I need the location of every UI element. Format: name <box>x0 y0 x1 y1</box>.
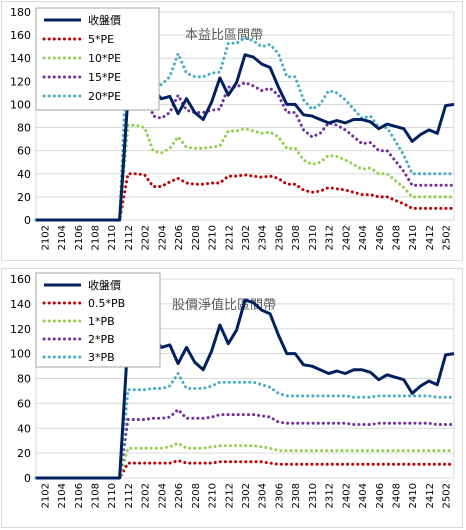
pb-y-tick-label: 160 <box>10 273 31 286</box>
pb-x-tick-label: 2204 <box>157 483 168 508</box>
pb-x-tick-label: 2408 <box>391 483 402 508</box>
pb-series-line-4 <box>34 372 456 480</box>
pe-x-tick-label: 2104 <box>57 225 68 250</box>
pe-legend-label-2: 10*PE <box>88 52 121 65</box>
pb-y-tick-label: 0 <box>24 472 31 485</box>
pb-band-chart: 0 20 40 60 80 100 120 140 160 2102 2104 2106 2108 211… <box>10 272 456 508</box>
pb-x-tick-label: 2210 <box>208 483 219 508</box>
pe-x-tick-label: 2106 <box>74 225 85 250</box>
pe-y-tick-label: 80 <box>17 122 31 135</box>
pb-legend-label-0: 收盤價 <box>88 278 121 292</box>
pb-x-tick-label: 2212 <box>224 483 235 508</box>
pe-x-tick-label: 2502 <box>442 225 453 250</box>
pb-y-tick-label: 80 <box>17 373 31 386</box>
pb-x-tick-label: 2404 <box>358 483 369 508</box>
pe-y-tick-label: 0 <box>24 214 31 227</box>
pe-x-tick-label: 2412 <box>425 225 436 250</box>
pe-band-chart-panel: 0 20 40 60 80 100 120 140 160 180 2102 2104 2106 2108… <box>1 1 463 261</box>
pb-x-tick-label: 2206 <box>174 483 185 508</box>
pb-legend-label-2: 1*PB <box>88 315 115 328</box>
pe-x-tick-label: 2410 <box>408 225 419 250</box>
pe-y-tick-label: 120 <box>10 75 31 88</box>
pb-x-tick-label: 2412 <box>425 483 436 508</box>
pe-x-tick-label: 2310 <box>308 225 319 250</box>
pb-x-tick-label: 2108 <box>91 483 102 508</box>
pb-x-tick-label: 2308 <box>291 483 302 508</box>
pb-x-tick-label: 2106 <box>74 483 85 508</box>
pb-x-tick-label: 2406 <box>375 483 386 508</box>
pe-x-tick-label: 2212 <box>224 225 235 250</box>
pe-x-tick-label: 2210 <box>208 225 219 250</box>
pe-x-tick-label: 2208 <box>191 225 202 250</box>
pe-legend-label-3: 15*PE <box>88 71 121 84</box>
pe-band-chart: 0 20 40 60 80 100 120 140 160 180 2102 2104 2106 2108… <box>10 6 456 250</box>
pe-x-tick-label: 2112 <box>124 225 135 250</box>
pb-x-tick-label: 2502 <box>442 483 453 508</box>
pb-y-tick-label: 120 <box>10 323 31 336</box>
pb-series-line-0 <box>36 298 455 480</box>
pe-y-tick-label: 180 <box>10 6 31 19</box>
pb-y-tick-label: 140 <box>10 298 31 311</box>
pe-series-line-2 <box>34 123 456 222</box>
pb-legend-label-1: 0.5*PB <box>88 297 125 310</box>
pe-x-tick-label: 2110 <box>107 225 118 250</box>
pe-x-tick-label: 2102 <box>40 225 51 250</box>
pb-x-tick-label: 2302 <box>241 483 252 508</box>
pe-series-line-0 <box>36 53 455 222</box>
pb-y-tick-label: 40 <box>17 422 31 435</box>
pb-legend-box <box>35 272 161 368</box>
pe-y-tick-label: 160 <box>10 29 31 42</box>
pb-x-tick-label: 2110 <box>107 483 118 508</box>
pb-legend-label-4: 3*PB <box>88 351 115 364</box>
pb-x-tick-label: 2410 <box>408 483 419 508</box>
pb-y-tick-label: 60 <box>17 397 31 410</box>
pe-x-tick-label: 2304 <box>258 225 269 250</box>
pe-legend-label-0: 收盤價 <box>88 13 121 27</box>
pb-legend-label-3: 2*PB <box>88 333 115 346</box>
pe-x-tick-label: 2306 <box>274 225 285 250</box>
pb-x-tick-label: 2312 <box>325 483 336 508</box>
pb-x-tick-label: 2112 <box>124 483 135 508</box>
pe-legend-label-4: 20*PE <box>88 90 121 103</box>
pb-y-tick-label: 100 <box>10 348 31 361</box>
pb-legend: 收盤價 0.5*PB 1*PB 2*PB 3*PB <box>35 272 161 368</box>
pb-x-tick-label: 2208 <box>191 483 202 508</box>
pb-x-tick-label: 2102 <box>40 483 51 508</box>
pe-series-line-4 <box>34 29 456 222</box>
pe-legend-label-1: 5*PE <box>88 33 114 46</box>
pb-x-tick-label: 2202 <box>141 483 152 508</box>
pe-x-tick-label: 2308 <box>291 225 302 250</box>
pe-y-tick-label: 20 <box>17 191 31 204</box>
pb-x-tick-label: 2306 <box>274 483 285 508</box>
pb-series-line-2 <box>34 441 456 480</box>
pe-x-tick-label: 2404 <box>358 225 369 250</box>
pb-x-tick-label: 2104 <box>57 483 68 508</box>
pe-legend-box <box>35 7 160 111</box>
pb-series-line-3 <box>34 408 456 480</box>
pe-y-tick-label: 60 <box>17 145 31 158</box>
pe-x-tick-label: 2108 <box>91 225 102 250</box>
pe-x-tick-label: 2302 <box>241 225 252 250</box>
pe-x-tick-label: 2204 <box>157 225 168 250</box>
pb-series-line-1 <box>34 459 456 480</box>
pb-x-tick-label: 2402 <box>341 483 352 508</box>
pe-y-tick-label: 140 <box>10 52 31 65</box>
pe-y-tick-label: 100 <box>10 98 31 111</box>
pe-x-tick-label: 2312 <box>325 225 336 250</box>
pe-x-tick-label: 2202 <box>141 225 152 250</box>
pe-chart-title: 本益比區間帶 <box>185 28 263 43</box>
pb-y-tick-label: 20 <box>17 447 31 460</box>
pe-x-tick-label: 2206 <box>174 225 185 250</box>
pe-legend: 收盤價 5*PE 10*PE 15*PE 20*PE <box>35 7 160 111</box>
pe-x-tick-label: 2406 <box>375 225 386 250</box>
pb-x-tick-label: 2310 <box>308 483 319 508</box>
pb-band-chart-panel: 0 20 40 60 80 100 120 140 160 2102 2104 2106 2108 211… <box>1 268 463 528</box>
pb-x-tick-label: 2304 <box>258 483 269 508</box>
pe-x-tick-label: 2408 <box>391 225 402 250</box>
pe-x-tick-label: 2402 <box>341 225 352 250</box>
pe-y-tick-label: 40 <box>17 168 31 181</box>
pe-series-line-1 <box>34 172 456 222</box>
